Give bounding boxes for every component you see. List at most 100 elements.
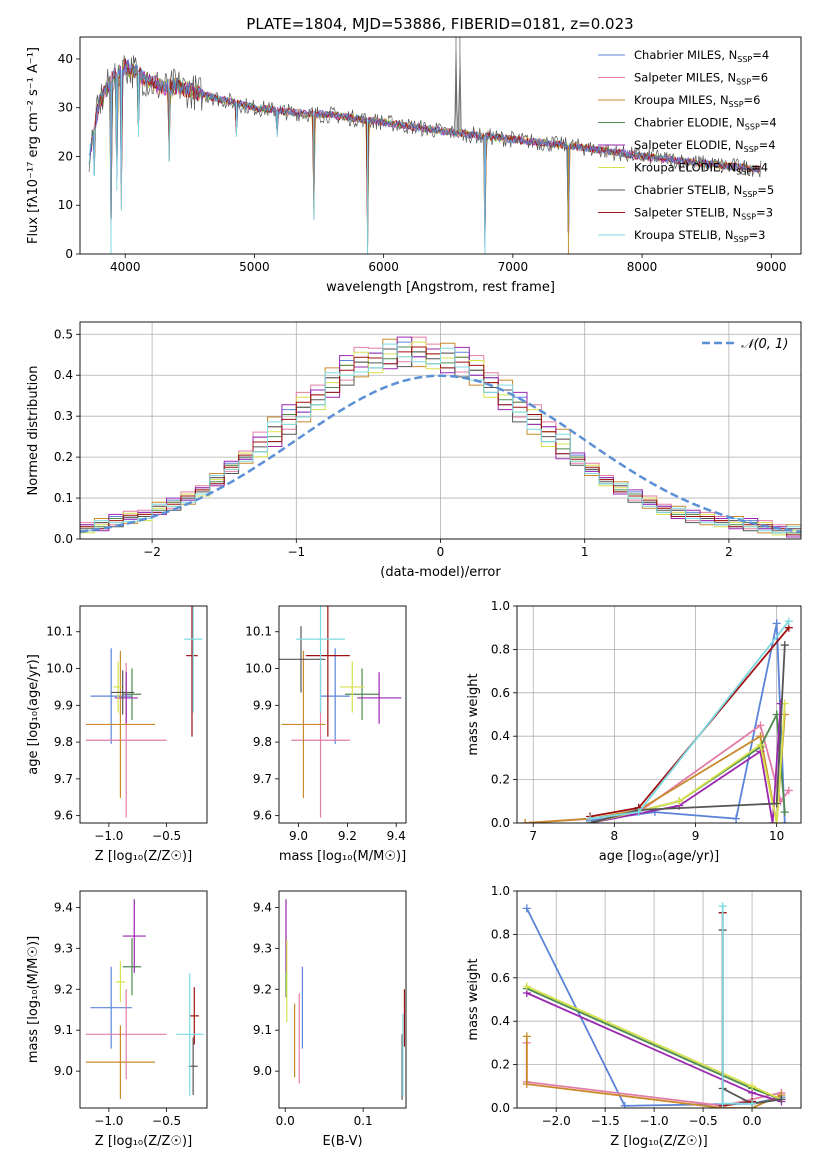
y-tick-label: 9.9 bbox=[54, 698, 73, 712]
y-tick-label: 10.1 bbox=[245, 625, 272, 639]
x-tick-label: 0.0 bbox=[742, 1114, 761, 1128]
weight-marker bbox=[522, 982, 531, 991]
x-tick-label: 10 bbox=[769, 829, 784, 843]
y-tick-label: 0.5 bbox=[54, 327, 73, 341]
errorbar-6 bbox=[279, 626, 326, 693]
y-tick-label: 9.7 bbox=[253, 772, 272, 786]
y-tick-label: 0.2 bbox=[491, 1058, 510, 1072]
errorbar-4 bbox=[122, 899, 146, 973]
axes-frame bbox=[79, 605, 208, 824]
weight-line-0 bbox=[525, 908, 782, 1107]
x-axis-label: Z [log₁₀(Z/Z☉)] bbox=[95, 849, 192, 864]
weight-marker bbox=[586, 814, 595, 823]
y-tick-label: 9.3 bbox=[253, 941, 272, 955]
errorbar-5 bbox=[113, 661, 123, 713]
weight-marker bbox=[620, 1101, 629, 1108]
weight-line-0 bbox=[589, 623, 786, 823]
legend-label: 𝒩(0, 1) bbox=[741, 337, 788, 352]
x-tick-label: 8 bbox=[611, 829, 619, 843]
y-tick-label: 20 bbox=[58, 149, 73, 163]
x-tick-label: −0.5 bbox=[152, 1114, 181, 1128]
y-tick-label: 9.2 bbox=[54, 982, 73, 996]
x-axis-label: E(B-V) bbox=[322, 1134, 362, 1149]
plot-area bbox=[522, 902, 786, 1108]
y-axis-label: age [log₁₀(age/yr)] bbox=[26, 654, 41, 775]
plot-area bbox=[88, 37, 762, 254]
histogram-8 bbox=[80, 343, 801, 534]
y-tick-label: 0.1 bbox=[54, 491, 73, 505]
plot-area bbox=[285, 899, 406, 1100]
y-tick-label: 0.2 bbox=[491, 773, 510, 787]
x-tick-label: 2 bbox=[725, 545, 733, 559]
y-tick-label: 9.6 bbox=[253, 809, 272, 823]
weight-marker bbox=[780, 819, 789, 823]
x-tick-label: 1 bbox=[581, 545, 589, 559]
figure-title: PLATE=1804, MJD=53886, FIBERID=0181, z=0… bbox=[246, 15, 633, 33]
weight-marker bbox=[777, 1095, 786, 1104]
x-tick-label: −2.0 bbox=[542, 1114, 571, 1128]
panel-mass-vs-extinction: 0.0 0.1 9.0 9.1 9.2 9.3 9.4 E(B-V) bbox=[253, 890, 407, 1149]
panel-spectrum: 4000 5000 6000 7000 8000 9000 0 10 20 30 40 wavelen… bbox=[26, 36, 802, 295]
axes-frame bbox=[516, 890, 802, 1109]
spectrum-series-0 bbox=[88, 58, 762, 254]
legend-entry-0: Chabrier MILES, NSSP=4 bbox=[634, 48, 769, 64]
x-tick-label: 9000 bbox=[756, 260, 787, 274]
panel-mass-vs-metallicity: −1.0 −0.5 9.0 9.1 9.2 9.3 9.4 Z [log₁₀(Z/Z☉)] ma… bbox=[26, 890, 208, 1149]
axes-frame bbox=[79, 890, 208, 1109]
y-tick-label: 0.0 bbox=[54, 532, 73, 546]
errorbar-4 bbox=[357, 672, 402, 724]
y-tick-label: 9.4 bbox=[253, 900, 272, 914]
x-tick-label: −1.0 bbox=[94, 829, 123, 843]
x-tick-label: −1.0 bbox=[640, 1114, 669, 1128]
x-tick-label: −0.5 bbox=[688, 1114, 717, 1128]
errorbar-3 bbox=[122, 938, 142, 996]
x-tick-label: −0.5 bbox=[152, 829, 181, 843]
legend-entry-7: Salpeter STELIB, NSSP=3 bbox=[634, 206, 773, 222]
spectrum-legend: Chabrier MILES, NSSP=4 Salpeter MILES, NS… bbox=[598, 48, 777, 244]
panel-weight-vs-metallicity: −2.0 −1.5 −1.0 −0.5 0.0 0.0 0.2 0.4 0.6 0.8 1.0 Z [… bbox=[466, 884, 802, 1149]
weight-marker bbox=[772, 819, 781, 823]
errorbar-3 bbox=[344, 668, 380, 721]
errorbar-8 bbox=[183, 606, 203, 713]
x-tick-label: 9.4 bbox=[387, 829, 406, 843]
weight-marker bbox=[522, 1032, 531, 1041]
axes-frame bbox=[278, 605, 407, 824]
y-tick-label: 9.2 bbox=[253, 982, 272, 996]
legend-entry-6: Chabrier STELIB, NSSP=5 bbox=[634, 183, 774, 199]
weight-marker bbox=[780, 641, 789, 650]
x-tick-label: 6000 bbox=[368, 260, 399, 274]
weight-marker bbox=[756, 721, 765, 730]
y-tick-label: 1.0 bbox=[491, 599, 510, 613]
histogram-2 bbox=[80, 338, 801, 534]
x-tick-label: 4000 bbox=[110, 260, 141, 274]
y-axis-label: mass weight bbox=[466, 958, 481, 1040]
x-tick-label: −2 bbox=[143, 545, 161, 559]
y-tick-label: 0.0 bbox=[491, 1101, 510, 1115]
weight-marker bbox=[780, 808, 789, 817]
axes-frame bbox=[79, 36, 802, 255]
y-tick-label: 0.4 bbox=[54, 368, 73, 382]
y-tick-label: 9.4 bbox=[54, 900, 73, 914]
x-tick-label: 7000 bbox=[498, 260, 529, 274]
y-tick-label: 1.0 bbox=[491, 884, 510, 898]
legend-entry-4: Salpeter ELODIE, NSSP=4 bbox=[634, 138, 776, 154]
plot-area bbox=[85, 606, 203, 818]
weight-marker bbox=[756, 740, 765, 749]
x-tick-label: −1.5 bbox=[591, 1114, 620, 1128]
x-tick-label: 0 bbox=[437, 545, 445, 559]
legend-entry-3: Chabrier ELODIE, NSSP=4 bbox=[634, 116, 777, 132]
y-tick-label: 10.1 bbox=[46, 625, 73, 639]
x-tick-label: 0.1 bbox=[354, 1114, 373, 1128]
errorbar-8 bbox=[296, 606, 345, 713]
y-tick-label: 9.7 bbox=[54, 772, 73, 786]
y-axis-label: Normed distribution bbox=[26, 366, 41, 496]
x-axis-label: Z [log₁₀(Z/Z☉)] bbox=[610, 1134, 707, 1149]
weight-marker bbox=[521, 819, 530, 823]
x-tick-label: 5000 bbox=[239, 260, 270, 274]
weight-marker bbox=[756, 732, 765, 741]
panel-age-vs-metallicity: −1.0 −0.5 9.6 9.7 9.8 9.9 10.0 10.1 Z [log₁₀(Z/Z… bbox=[26, 605, 208, 864]
panel-weight-vs-age: 7 8 9 10 0.0 0.2 0.4 0.6 0.8 1.0 age [log₁₀(age/yr… bbox=[466, 599, 802, 864]
weight-marker bbox=[522, 1080, 531, 1089]
y-tick-label: 9.6 bbox=[54, 809, 73, 823]
